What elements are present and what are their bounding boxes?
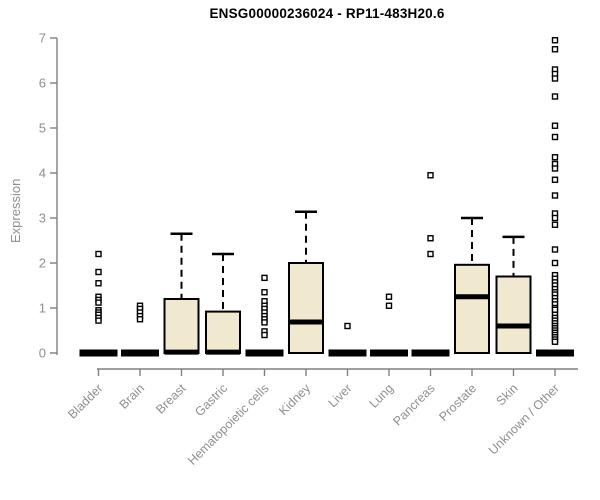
outlier-point (551, 122, 559, 129)
collapsed-box (328, 349, 367, 357)
y-tick-label: 2 (39, 256, 46, 271)
outlier-point (551, 133, 559, 141)
outlier-point (385, 293, 393, 300)
y-tick-label: 1 (39, 301, 46, 316)
outlier-point (136, 316, 144, 323)
outlier-point (551, 192, 559, 199)
chart-title: ENSG00000236024 - RP11-483H20.6 (209, 6, 445, 21)
y-tick-label: 7 (39, 31, 46, 46)
outlier-point (551, 259, 559, 267)
outlier-point (385, 302, 393, 309)
outlier-point (95, 268, 102, 276)
outlier-point (344, 322, 351, 330)
x-tick-label: Unknown / Other (486, 381, 562, 457)
outlier-point (261, 274, 268, 282)
x-tick-label: Gastric (192, 381, 230, 419)
box (205, 310, 241, 355)
y-tick-label: 4 (39, 166, 46, 181)
outlier-point (261, 331, 268, 339)
collapsed-box (79, 349, 118, 357)
outlier-point (427, 235, 434, 242)
collapsed-box (536, 349, 574, 357)
outlier-point (551, 165, 559, 172)
box (163, 298, 200, 354)
x-tick-label: Lung (367, 381, 397, 411)
outlier-point (95, 317, 102, 324)
collapsed-box (245, 349, 284, 357)
y-tick-label: 6 (39, 76, 46, 91)
outlier-point (551, 154, 559, 161)
collapsed-box (121, 349, 159, 357)
collapsed-box (370, 349, 408, 357)
outlier-point (261, 289, 268, 296)
x-tick-label: Liver (326, 381, 355, 410)
outlier-point (551, 37, 559, 44)
x-tick-label: Pancreas (390, 381, 437, 428)
outlier-point (551, 338, 559, 345)
collapsed-box (411, 349, 450, 357)
x-tick-label: Skin (494, 381, 521, 408)
outlier-point (95, 299, 102, 306)
outlier-point (551, 246, 559, 253)
y-tick-label: 3 (39, 211, 46, 226)
outlier-point (95, 280, 102, 287)
x-tick-label: Hematopoietic cells (185, 381, 272, 468)
outlier-point (551, 75, 559, 82)
outlier-point (551, 93, 559, 100)
outlier-point (427, 250, 434, 258)
outlier-point (551, 306, 559, 313)
x-tick-label: Prostate (436, 381, 479, 424)
x-tick-label: Breast (153, 381, 189, 417)
y-tick-label: 5 (39, 121, 46, 136)
box (288, 262, 324, 354)
x-tick-label: Bladder (65, 381, 105, 421)
outlier-point (551, 176, 559, 183)
box (495, 275, 532, 354)
outlier-point (551, 46, 559, 53)
outlier-point (551, 214, 559, 222)
x-tick-label: Brain (117, 381, 148, 412)
y-tick-label: 0 (39, 346, 46, 361)
outlier-point (95, 250, 102, 258)
x-tick-label: Kidney (276, 381, 313, 418)
outlier-point (551, 221, 559, 228)
outlier-point (427, 172, 434, 179)
outlier-point (261, 319, 268, 326)
box (454, 263, 490, 354)
